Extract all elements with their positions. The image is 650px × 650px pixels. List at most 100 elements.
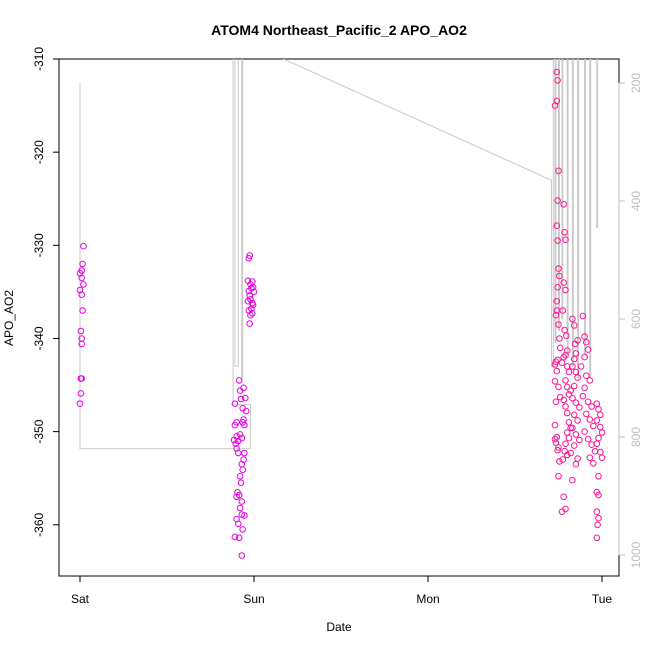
data-point [577, 363, 585, 370]
data-point [555, 321, 562, 328]
data-point [242, 407, 250, 415]
data-point [593, 508, 601, 516]
data-point [595, 514, 602, 522]
data-point [551, 421, 559, 429]
data-point [553, 97, 561, 105]
data-point [562, 377, 569, 384]
data-point [250, 288, 258, 296]
data-point [231, 533, 239, 541]
data-point [569, 315, 576, 323]
data-point [560, 279, 568, 286]
data-point [249, 283, 257, 291]
data-point [231, 421, 239, 429]
data-point [597, 448, 604, 456]
data-point [559, 456, 567, 463]
data-point [78, 340, 85, 348]
data-point [78, 375, 85, 382]
data-point [586, 377, 594, 384]
data-point [574, 417, 581, 424]
data-point [236, 473, 244, 480]
data-point [560, 396, 568, 404]
data-point [558, 359, 566, 367]
data-point [570, 442, 578, 449]
data-point [595, 473, 602, 480]
data-point [235, 491, 243, 499]
data-point [78, 274, 85, 282]
x-tick-label: Tue [592, 592, 613, 606]
data-point [247, 311, 254, 319]
data-point [238, 498, 246, 505]
data-point [562, 440, 569, 448]
right-axis-line-series [79, 59, 599, 450]
data-point [569, 363, 576, 370]
data-point [236, 431, 244, 438]
x-tick-label: Mon [416, 592, 439, 606]
data-point [584, 435, 592, 443]
data-point [236, 504, 244, 512]
data-point [239, 526, 246, 533]
x-axis-label: Date [326, 620, 352, 634]
data-point [598, 429, 606, 436]
data-point [576, 404, 583, 411]
data-point [562, 286, 569, 294]
data-point [80, 242, 87, 250]
data-point [569, 424, 576, 432]
data-point [581, 353, 588, 361]
data-point [584, 346, 592, 353]
data-point [239, 466, 246, 474]
data-point [551, 361, 559, 368]
data-point [241, 512, 248, 519]
y-tick-label: -310 [32, 47, 46, 71]
data-point [588, 441, 595, 449]
data-point [560, 201, 568, 208]
data-point [572, 460, 580, 468]
data-point [245, 254, 253, 262]
data-point [553, 68, 561, 76]
data-point [552, 358, 560, 366]
data-point [247, 296, 254, 303]
data-point [554, 77, 561, 84]
data-point [565, 434, 573, 442]
data-point [583, 338, 590, 346]
x-tick-label: Sat [71, 592, 90, 606]
data-point [246, 252, 253, 259]
data-point [572, 431, 580, 438]
data-point [235, 377, 243, 384]
data-point [554, 283, 561, 291]
data-point [553, 297, 561, 305]
data-point [555, 265, 562, 272]
data-point [593, 440, 601, 448]
data-point [238, 552, 246, 559]
data-point [565, 391, 573, 398]
data-point [570, 411, 578, 419]
data-point [570, 382, 578, 390]
data-point [569, 476, 576, 484]
data-point [562, 403, 569, 410]
data-point [567, 387, 575, 394]
data-point [562, 351, 569, 359]
data-point [551, 378, 559, 385]
axes-layer: Sat Sun Mon Tue -310 -320 -330 -340 -350 -360 200 4… [32, 47, 643, 606]
data-point [79, 260, 86, 268]
data-point [594, 521, 601, 529]
data-point [574, 374, 581, 381]
data-point [579, 312, 587, 320]
data-point [569, 394, 576, 402]
data-point [576, 436, 583, 444]
data-point [559, 307, 567, 314]
data-point [570, 355, 578, 363]
data-point [556, 335, 563, 342]
data-point [563, 409, 571, 417]
data-point [561, 229, 568, 236]
data-point [78, 291, 85, 299]
data-point [551, 435, 559, 443]
y2-tick-label: 1000 [629, 541, 643, 568]
data-point [80, 281, 87, 288]
data-point [237, 395, 245, 403]
data-point [574, 455, 581, 462]
data-point [553, 222, 561, 229]
data-point [595, 406, 602, 413]
data-point [597, 423, 604, 431]
data-point [570, 322, 578, 329]
data-point [249, 310, 256, 317]
